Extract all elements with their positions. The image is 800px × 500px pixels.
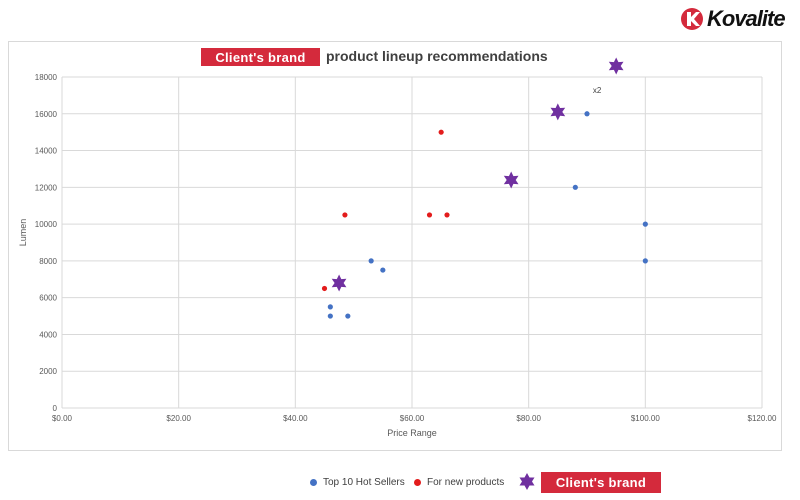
y-tick-label: 2000 — [39, 367, 57, 376]
y-axis-label: Lumen — [18, 219, 28, 247]
annotation-label: x2 — [593, 86, 602, 95]
data-point-new-product — [444, 212, 450, 218]
data-point-top-seller — [584, 111, 590, 117]
y-tick-label: 6000 — [39, 294, 57, 303]
legend-brand-badge: Client's brand — [541, 472, 661, 493]
y-tick-label: 8000 — [39, 257, 57, 266]
legend-blue-dot — [310, 479, 317, 486]
legend-item-top-sellers: Top 10 Hot Sellers — [310, 477, 405, 488]
x-tick-label: $40.00 — [283, 414, 308, 423]
x-tick-label: $60.00 — [400, 414, 425, 423]
y-tick-label: 0 — [53, 404, 58, 413]
y-tick-label: 10000 — [35, 220, 58, 229]
chart-title: product lineup recommendations — [326, 48, 548, 64]
legend: Top 10 Hot Sellers For new products Clie… — [0, 472, 800, 494]
data-point-top-seller — [572, 184, 578, 190]
legend-item-new-products: For new products — [414, 477, 504, 488]
x-tick-label: $80.00 — [516, 414, 541, 423]
kovalite-logo-icon — [681, 8, 703, 30]
data-point-top-seller — [642, 258, 648, 264]
title-brand-badge: Client's brand — [201, 48, 320, 66]
data-point-new-product — [342, 212, 348, 218]
legend-red-dot — [414, 479, 421, 486]
data-point-client-brand — [503, 171, 519, 189]
data-point-new-product — [321, 285, 328, 292]
y-tick-label: 18000 — [35, 73, 58, 82]
data-point-top-seller — [345, 313, 351, 319]
chart-frame — [8, 41, 782, 451]
data-point-top-seller — [327, 313, 333, 319]
data-point-new-product — [438, 129, 444, 135]
x-tick-label: $120.00 — [748, 414, 777, 423]
x-tick-label: $100.00 — [631, 414, 660, 423]
legend-star-icon — [519, 473, 535, 490]
data-point-top-seller — [368, 258, 374, 264]
y-tick-label: 16000 — [35, 110, 58, 119]
data-point-top-seller — [327, 304, 333, 310]
x-axis-label: Price Range — [387, 428, 437, 438]
data-point-client-brand — [331, 274, 347, 292]
data-point-top-seller — [642, 221, 648, 227]
logo-text: Kovalite — [707, 6, 786, 31]
y-tick-label: 4000 — [39, 330, 57, 339]
x-tick-label: $0.00 — [52, 414, 73, 423]
legend-label-top-sellers: Top 10 Hot Sellers — [323, 477, 405, 488]
kovalite-logo: Kovalite — [680, 6, 786, 32]
data-point-client-brand — [608, 57, 624, 75]
data-point-top-seller — [380, 267, 386, 273]
y-tick-label: 12000 — [35, 183, 58, 192]
legend-label-new-products: For new products — [427, 477, 505, 488]
data-point-client-brand — [550, 103, 566, 121]
y-tick-label: 14000 — [35, 147, 58, 156]
x-tick-label: $20.00 — [166, 414, 191, 423]
data-point-new-product — [426, 212, 433, 218]
